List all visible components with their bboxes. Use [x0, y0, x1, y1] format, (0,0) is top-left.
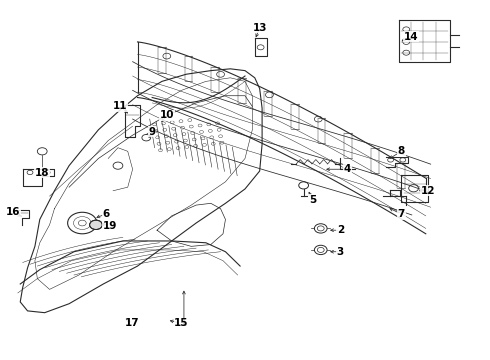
Text: 8: 8: [398, 146, 405, 156]
Text: 11: 11: [113, 102, 128, 112]
Text: 10: 10: [160, 111, 174, 121]
Text: 12: 12: [421, 186, 436, 196]
Text: 1: 1: [180, 319, 188, 328]
Text: 17: 17: [125, 319, 140, 328]
Text: 18: 18: [35, 168, 49, 178]
Text: 16: 16: [6, 207, 20, 217]
Text: 9: 9: [148, 127, 156, 136]
Text: 6: 6: [102, 209, 109, 219]
Text: 13: 13: [252, 23, 267, 33]
Text: 7: 7: [398, 209, 405, 219]
Text: 15: 15: [174, 319, 189, 328]
Text: 14: 14: [404, 32, 418, 41]
Text: 4: 4: [344, 164, 351, 174]
Text: 19: 19: [102, 221, 117, 231]
Text: 5: 5: [309, 195, 316, 205]
Text: 2: 2: [337, 225, 344, 235]
Circle shape: [90, 220, 102, 229]
Text: 3: 3: [337, 247, 344, 257]
